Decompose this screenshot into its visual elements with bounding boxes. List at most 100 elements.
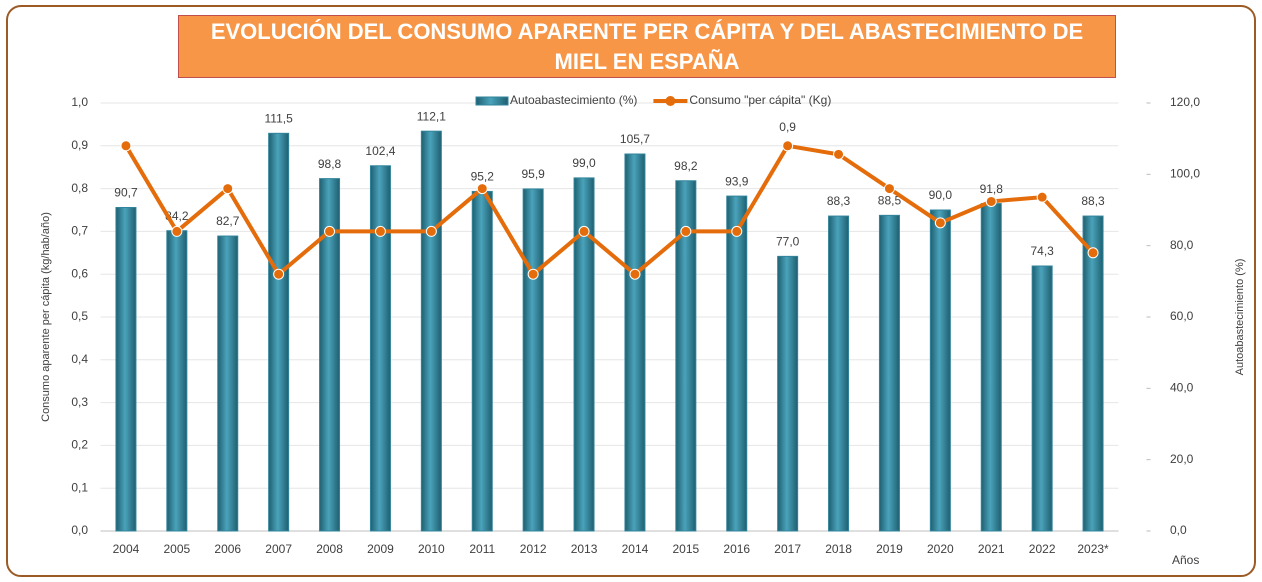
line-marker (374, 225, 386, 237)
y-tick-label: 0,7 (71, 224, 88, 238)
line-marker (578, 225, 590, 237)
bar (319, 178, 341, 532)
x-tick-label: 2005 (163, 542, 190, 556)
bar (369, 165, 391, 532)
line-marker (120, 140, 132, 152)
bar-value-label: 98,2 (674, 159, 698, 173)
bar-value-label: 99,0 (572, 156, 596, 170)
line-marker (1087, 247, 1099, 259)
legend-marker (665, 96, 676, 106)
line-marker (833, 148, 845, 160)
bar-value-label: 102,4 (365, 144, 395, 158)
y-tick-label: 0,0 (71, 523, 88, 537)
x-tick-label: 2013 (571, 542, 598, 556)
y-tick-label: 0,6 (71, 266, 88, 280)
x-axis-label: Años (1172, 553, 1199, 567)
bar (471, 190, 493, 532)
x-tick-label: 2011 (469, 542, 495, 556)
bar (420, 130, 442, 532)
bar-value-label: 77,0 (776, 235, 800, 249)
y2-tick-label: 60,0 (1170, 309, 1194, 323)
y2-tick-label: 40,0 (1170, 381, 1194, 395)
line-marker (883, 183, 895, 195)
x-tick-label: 2022 (1029, 542, 1056, 556)
x-tick-label: 2012 (520, 542, 547, 556)
line-marker (629, 268, 641, 280)
bar (217, 235, 239, 532)
bar-value-label: 111,5 (265, 111, 294, 125)
line-marker (476, 183, 488, 195)
y2-tick-label: 20,0 (1170, 452, 1194, 466)
line-value-label: 0,9 (779, 120, 796, 134)
y-axis-label: Consumo aparente per cápita (kg/hab/año) (40, 212, 52, 422)
bar (115, 207, 137, 532)
x-tick-label: 2004 (113, 542, 140, 556)
x-tick-label: 2014 (622, 542, 649, 556)
bar (929, 209, 951, 532)
bar-value-label: 88,3 (827, 194, 851, 208)
y-tick-label: 0,2 (71, 438, 88, 452)
bar-value-label: 74,3 (1030, 244, 1054, 258)
x-tick-label: 2007 (265, 542, 292, 556)
x-tick-label: 2020 (927, 542, 954, 556)
bar (675, 180, 697, 532)
line-marker (680, 225, 692, 237)
line-marker (527, 268, 539, 280)
x-tick-label: 2009 (367, 542, 394, 556)
line-marker (324, 225, 336, 237)
x-tick-label: 2010 (418, 542, 445, 556)
bar-value-label: 82,7 (216, 214, 240, 228)
line (124, 143, 1095, 278)
line-marker (731, 225, 743, 237)
line-marker (985, 195, 997, 207)
y2-tick-label: 80,0 (1170, 238, 1194, 252)
y2-tick-label: 120,0 (1170, 95, 1200, 109)
y-tick-label: 0,4 (71, 352, 88, 366)
bar (522, 188, 544, 532)
x-tick-label: 2023* (1077, 542, 1109, 556)
x-tick-label: 2006 (214, 542, 241, 556)
y-tick-label: 0,1 (71, 480, 88, 494)
line-marker (1036, 191, 1048, 203)
x-tick-label: 2021 (978, 542, 1005, 556)
bar (828, 215, 850, 532)
legend-label: Autoabastecimiento (%) (510, 93, 637, 107)
x-tick-label: 2018 (825, 542, 852, 556)
line-marker (425, 225, 437, 237)
bar-value-label: 105,7 (620, 132, 650, 146)
y-tick-label: 1,0 (71, 95, 88, 109)
bar (624, 153, 646, 532)
bar-value-label: 93,9 (725, 174, 749, 188)
line-marker (222, 183, 234, 195)
bar (1082, 215, 1104, 532)
bar-value-label: 91,8 (980, 182, 1004, 196)
bar (726, 195, 748, 532)
line-marker (782, 140, 794, 152)
bar (980, 203, 1002, 532)
y-tick-label: 0,8 (71, 181, 88, 195)
legend-swatch (475, 96, 509, 106)
chart-title: EVOLUCIÓN DEL CONSUMO APARENTE PER CÁPIT… (178, 15, 1116, 78)
y2-tick-label: 100,0 (1170, 167, 1200, 181)
bar-value-label: 88,3 (1081, 194, 1105, 208)
line-marker (171, 225, 183, 237)
bar (777, 255, 799, 532)
legend-label: Consumo "per cápita" (Kg) (689, 93, 831, 107)
y2-axis-label: Autoabastecimiento (%) (1234, 259, 1246, 376)
bar (166, 230, 188, 532)
bar (878, 214, 900, 532)
bar (268, 132, 290, 532)
bar-value-label: 98,8 (318, 157, 342, 171)
x-tick-label: 2016 (723, 542, 750, 556)
y2-tick-label: 0,0 (1170, 523, 1187, 537)
x-tick-label: 2017 (774, 542, 801, 556)
x-tick-label: 2019 (876, 542, 903, 556)
bar-value-label: 95,9 (521, 167, 545, 181)
bar-value-label: 90,7 (114, 186, 138, 200)
bar (1031, 265, 1053, 532)
line-marker (273, 268, 285, 280)
bar-value-label: 112,1 (417, 109, 446, 123)
bar-value-label: 95,2 (471, 170, 495, 184)
x-tick-label: 2015 (672, 542, 699, 556)
